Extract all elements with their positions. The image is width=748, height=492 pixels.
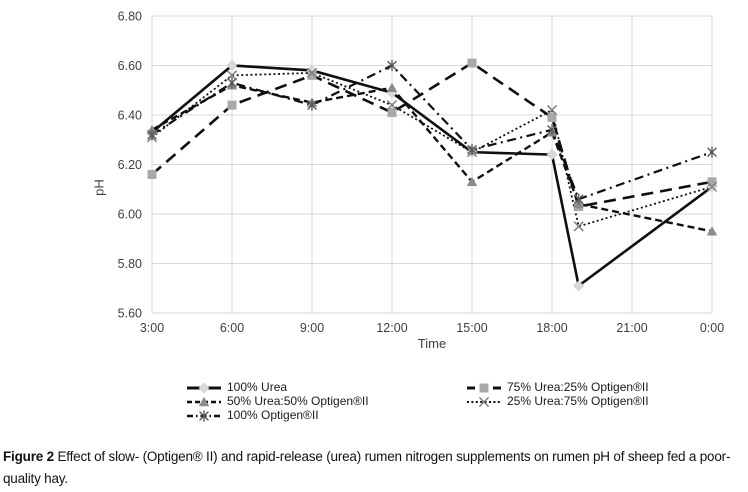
- x-tick-label: 0:00: [700, 321, 724, 335]
- legend-line-sample-icon: [187, 409, 221, 422]
- series-line-3: [151, 72, 713, 228]
- x-axis-title: Time: [417, 336, 447, 351]
- x-marker-icon: [706, 181, 718, 192]
- series-line-1: [151, 61, 713, 209]
- x-tick-label: 12:00: [376, 321, 407, 335]
- square-marker-icon: [307, 70, 317, 80]
- star-marker-icon: [387, 59, 397, 72]
- x-marker-icon: [306, 67, 318, 79]
- star-marker-icon: [227, 77, 237, 89]
- star-marker-icon: [573, 193, 584, 205]
- triangle-marker-icon: [466, 176, 478, 187]
- figure-caption: Figure 2 Effect of slow- (Optigen® II) a…: [3, 446, 745, 490]
- square-marker-icon: [707, 177, 717, 187]
- x-marker-icon: [226, 70, 238, 81]
- x-marker-icon: [573, 221, 584, 232]
- star-marker-icon: [199, 409, 209, 422]
- star-marker-icon: [147, 129, 157, 141]
- legend-label: 100% Urea: [227, 380, 288, 394]
- square-marker-icon: [467, 58, 477, 68]
- square-marker-icon: [479, 383, 489, 392]
- x-marker-icon: [478, 396, 490, 407]
- y-tick-label: 6.20: [118, 158, 142, 172]
- square-marker-icon: [227, 100, 237, 110]
- square-marker-icon: [547, 112, 557, 122]
- x-tick-label: 6:00: [220, 321, 244, 335]
- chart-legend: 100% Urea 75% Urea:25% Optigen®II 50% Ur…: [186, 380, 649, 422]
- x-tick-label: 9:00: [300, 321, 324, 335]
- series-line-4: [151, 64, 713, 201]
- star-marker-icon: [707, 146, 717, 158]
- legend-label: 100% Optigen®II: [227, 408, 319, 422]
- diamond-marker-icon: [573, 280, 585, 292]
- diamond-marker-icon: [226, 60, 238, 71]
- series-markers-3: [146, 67, 718, 232]
- x-tick-label: 21:00: [616, 321, 647, 335]
- legend-label: 50% Urea:50% Optigen®II: [227, 394, 369, 408]
- plot-svg: 6.80 6.60 6.40 6.20 6.00 5.80 5.603:00 6:00 9:00…: [118, 10, 725, 336]
- star-marker-icon: [547, 124, 557, 136]
- star-marker-icon: [307, 99, 317, 111]
- square-marker-icon: [387, 108, 397, 118]
- y-tick-label: 5.80: [118, 257, 142, 271]
- x-tick-label: 15:00: [456, 321, 487, 335]
- y-tick-label: 6.00: [118, 208, 142, 222]
- y-tick-label: 6.80: [118, 10, 142, 24]
- legend-label: 25% Urea:75% Optigen®II: [507, 394, 649, 408]
- star-marker-icon: [467, 144, 477, 156]
- legend-item-100-optigen: 100% Optigen®II: [186, 408, 466, 422]
- y-axis-title: pH: [91, 179, 107, 196]
- series-line-0: [151, 64, 713, 289]
- series-line-2: [151, 84, 713, 233]
- legend-item-50-urea-50-optigen: 50% Urea:50% Optigen®II: [186, 394, 466, 408]
- triangle-marker-icon: [386, 82, 398, 92]
- x-tick-label: 18:00: [536, 321, 567, 335]
- legend-line-sample-icon: [187, 396, 221, 406]
- series-markers-4: [147, 59, 717, 205]
- x-marker-icon: [546, 104, 558, 116]
- diamond-marker-icon: [546, 149, 558, 161]
- legend-line-sample-icon: [467, 396, 501, 407]
- figure-caption-label: Figure 2: [3, 449, 54, 464]
- square-marker-icon: [147, 169, 157, 179]
- x-tick-label: 3:00: [140, 321, 164, 335]
- legend-item-75-urea-25-optigen: 75% Urea:25% Optigen®II: [466, 380, 649, 394]
- x-marker-icon: [386, 99, 398, 111]
- y-tick-label: 6.60: [118, 59, 142, 73]
- y-tick-label: 5.60: [118, 307, 142, 321]
- legend-label: 75% Urea:25% Optigen®II: [507, 380, 649, 394]
- legend-line-sample-icon: [187, 382, 221, 393]
- triangle-marker-icon: [198, 396, 210, 406]
- y-tick-label: 6.40: [118, 109, 142, 123]
- legend-item-25-urea-75-optigen: 25% Urea:75% Optigen®II: [466, 394, 649, 408]
- triangle-marker-icon: [706, 226, 718, 236]
- diamond-marker-icon: [198, 382, 210, 393]
- figure-caption-text: Effect of slow- (Optigen® II) and rapid-…: [3, 449, 731, 486]
- legend-line-sample-icon: [467, 383, 501, 392]
- legend-item-100-urea: 100% Urea: [186, 380, 466, 394]
